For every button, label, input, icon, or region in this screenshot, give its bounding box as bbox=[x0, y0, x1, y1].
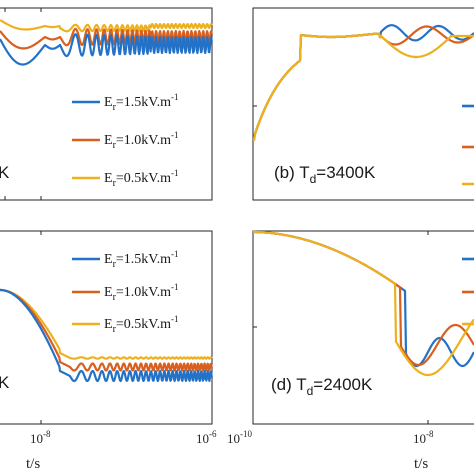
panel-d-frame bbox=[252, 230, 474, 425]
panel-c-curve-yellow bbox=[0, 288, 213, 360]
panel-b-curve-blue bbox=[252, 24, 474, 142]
panel-d-curves bbox=[252, 230, 474, 377]
panel-a-annotation: K bbox=[0, 163, 10, 182]
panel-b-annotation: (b) Td=3400K bbox=[274, 163, 376, 186]
panel-c-frame bbox=[0, 230, 213, 425]
panel-d-annotation: (d) Td=2400K bbox=[271, 375, 373, 398]
panel-d-curve-blue bbox=[252, 230, 474, 368]
panel-a-curve-yellow bbox=[0, 19, 213, 33]
panel-c-legend-label-2: Er=1.0kV.m-1 bbox=[104, 282, 179, 303]
panel-a-legend-label-3: Er=0.5kV.m-1 bbox=[104, 168, 179, 189]
panel-b-legend bbox=[462, 104, 474, 186]
panel-a-frame bbox=[0, 7, 213, 201]
panel-c-annotation: K bbox=[0, 373, 10, 392]
panel-a-legend: Er=1.5kV.m-1 Er=1.0kV.m-1 Er=0.5kV.m-1 bbox=[72, 92, 179, 189]
panel-b-curve-orange bbox=[252, 25, 474, 142]
panel-c-xlabel: t/s bbox=[26, 456, 40, 472]
panel-c-legend-label-3: Er=0.5kV.m-1 bbox=[104, 314, 179, 335]
panel-c-xtick-1: 10-8 bbox=[30, 429, 51, 446]
panel-c-curves bbox=[0, 288, 213, 383]
panel-d-legend bbox=[462, 257, 474, 326]
panel-a-legend-label-2: Er=1.0kV.m-1 bbox=[104, 130, 179, 151]
panel-a-curves bbox=[0, 19, 213, 66]
panel-a-curve-blue bbox=[0, 33, 213, 66]
panel-d-xtick-1: 10-10 bbox=[227, 429, 252, 446]
panel-c-legend: Er=1.5kV.m-1 Er=1.0kV.m-1 Er=0.5kV.m-1 bbox=[72, 249, 179, 335]
panel-d-xlabel: t/s bbox=[414, 456, 428, 472]
panel-b-frame bbox=[252, 7, 474, 201]
panel-c-legend-label-1: Er=1.5kV.m-1 bbox=[104, 249, 179, 270]
panel-c-curve-orange bbox=[0, 288, 213, 372]
panel-d-curve-orange bbox=[252, 230, 474, 367]
panel-b-curves bbox=[252, 24, 474, 142]
panel-c-xtick-2: 10-6 bbox=[196, 429, 217, 446]
panel-b-curve-yellow bbox=[252, 32, 474, 142]
panel-d-xtick-2: 10-8 bbox=[413, 429, 434, 446]
panel-a-legend-label-1: Er=1.5kV.m-1 bbox=[104, 92, 179, 113]
panel-d-curve-yellow bbox=[252, 230, 474, 377]
panel-c-curve-blue bbox=[0, 288, 213, 383]
